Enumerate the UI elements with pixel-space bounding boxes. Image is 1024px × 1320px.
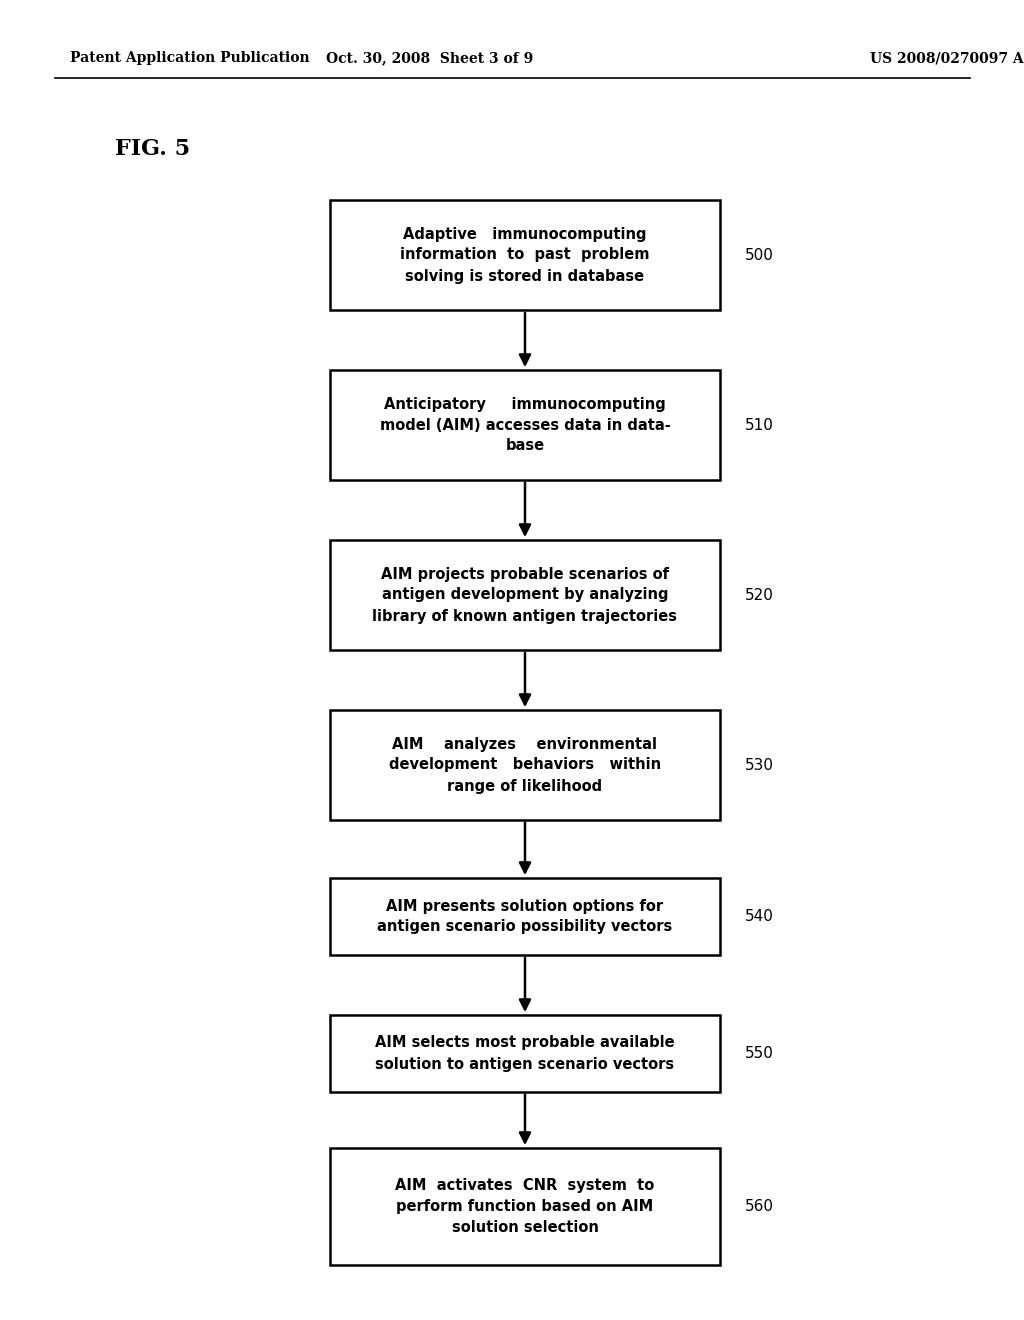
Text: US 2008/0270097 A1: US 2008/0270097 A1 (870, 51, 1024, 65)
Text: 560: 560 (745, 1199, 774, 1214)
Text: Adaptive   immunocomputing
information  to  past  problem
solving is stored in d: Adaptive immunocomputing information to … (400, 227, 650, 284)
Bar (330, 540, 720, 649)
Text: 530: 530 (745, 758, 774, 772)
Bar (330, 710, 720, 820)
Text: 550: 550 (745, 1045, 774, 1061)
Text: AIM    analyzes    environmental
development   behaviors   within
range of likel: AIM analyzes environmental development b… (389, 737, 662, 793)
Text: AIM projects probable scenarios of
antigen development by analyzing
library of k: AIM projects probable scenarios of antig… (373, 566, 678, 623)
Bar (330, 878, 720, 954)
Text: 520: 520 (745, 587, 774, 602)
Bar (330, 201, 720, 310)
Bar (330, 1148, 720, 1265)
Text: AIM  activates  CNR  system  to
perform function based on AIM
solution selection: AIM activates CNR system to perform func… (395, 1177, 654, 1236)
Text: AIM selects most probable available
solution to antigen scenario vectors: AIM selects most probable available solu… (375, 1035, 675, 1072)
Bar (330, 370, 720, 480)
Text: 510: 510 (745, 417, 774, 433)
Text: 540: 540 (745, 909, 774, 924)
Text: 500: 500 (745, 248, 774, 263)
Text: AIM presents solution options for
antigen scenario possibility vectors: AIM presents solution options for antige… (378, 899, 673, 935)
Text: Anticipatory     immunocomputing
model (AIM) accesses data in data-
base: Anticipatory immunocomputing model (AIM)… (380, 396, 671, 454)
Text: FIG. 5: FIG. 5 (115, 139, 190, 160)
Text: Patent Application Publication: Patent Application Publication (70, 51, 309, 65)
Text: Oct. 30, 2008  Sheet 3 of 9: Oct. 30, 2008 Sheet 3 of 9 (327, 51, 534, 65)
Bar (330, 1015, 720, 1092)
